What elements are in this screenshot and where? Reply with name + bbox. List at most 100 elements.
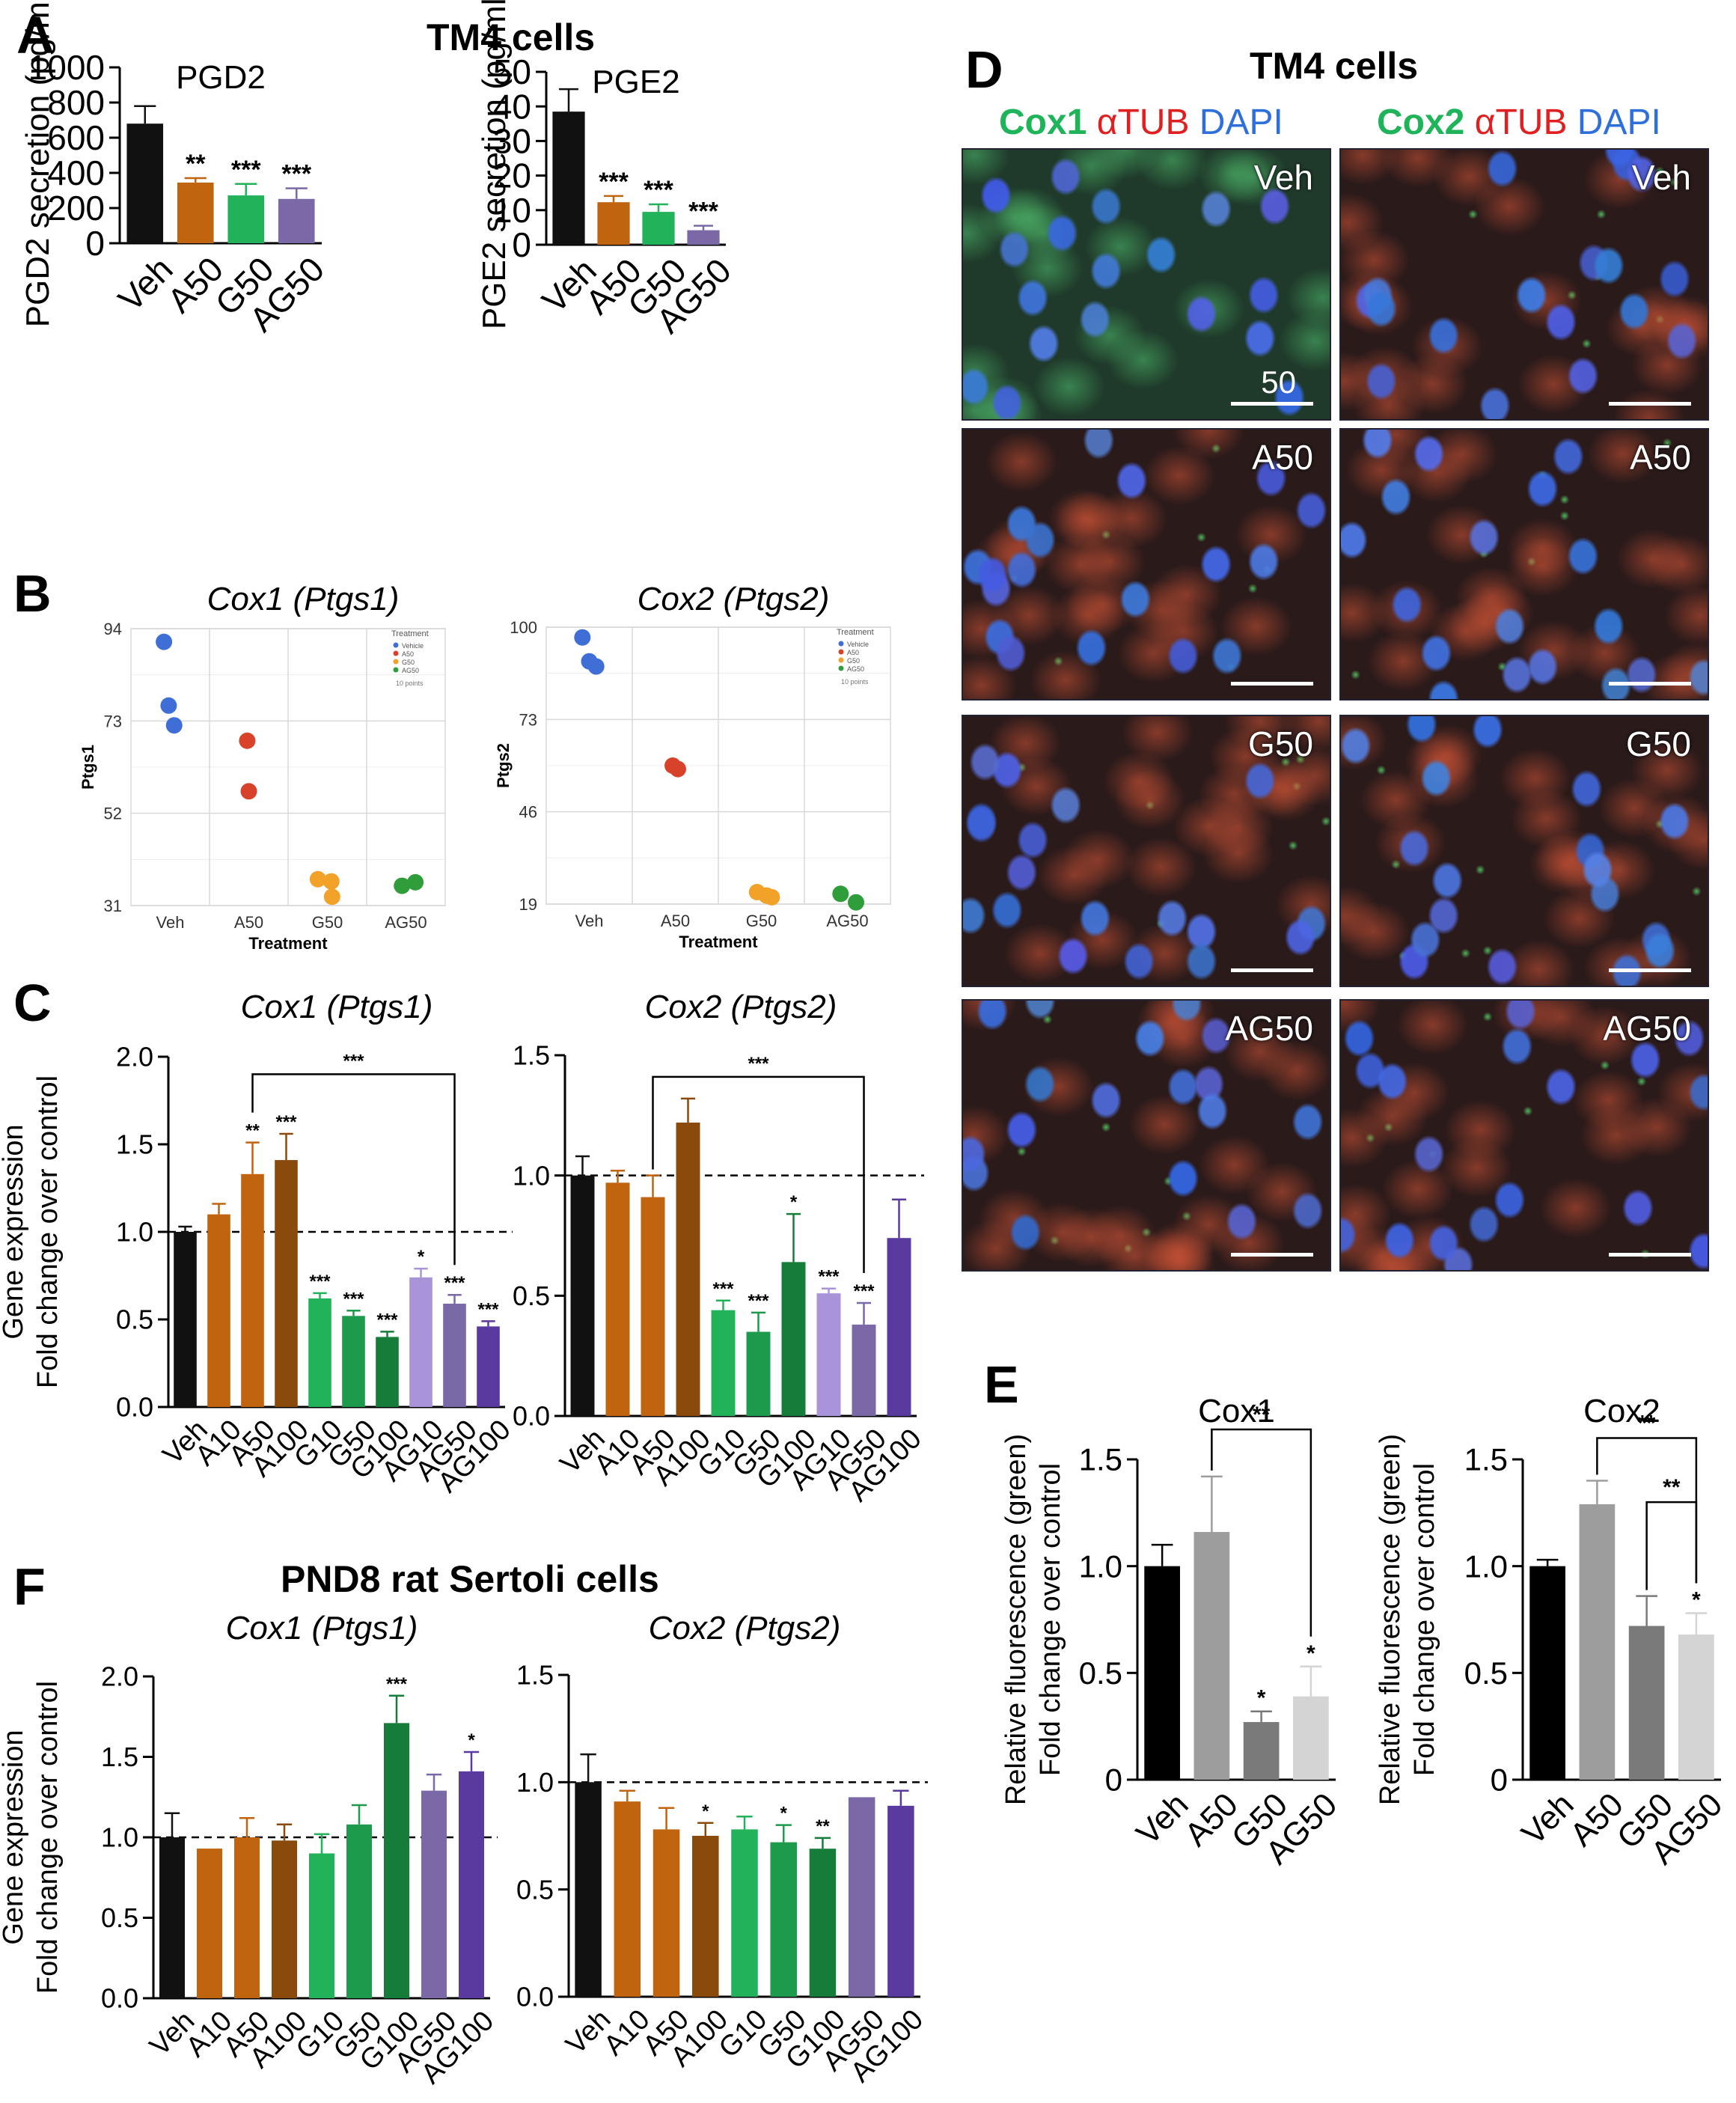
y-tick-label: 600 [47, 118, 105, 157]
y-tick-label: 0.5 [1079, 1655, 1122, 1691]
y-tick-label: 0 [512, 225, 531, 264]
legend-marker [393, 650, 399, 656]
channel-tub: αTUB [1086, 103, 1190, 142]
legend-marker [838, 657, 844, 663]
y-tick-label: 0.0 [516, 1982, 554, 2012]
bar-g50 [770, 1842, 797, 1997]
y-tick-label: 1.0 [1079, 1548, 1122, 1584]
y-tick-label: 0.5 [513, 1281, 550, 1311]
bar-a50 [641, 1197, 665, 1416]
chart-cox1-gene-sertoli: Cox1 (Ptgs1) 0.0 0.5 1.0 1.5 2.0 Gene expressi… [0, 1610, 500, 2090]
bar-a10 [207, 1214, 230, 1407]
bar-ag100 [477, 1326, 500, 1407]
y-tick-label: 0.0 [513, 1401, 550, 1432]
micrograph-label: Veh [1631, 158, 1691, 197]
data-point-a50 [240, 783, 257, 800]
bar-a100 [272, 1840, 297, 1998]
y-tick-label: 200 [47, 189, 105, 228]
legend-entry: AG50 [847, 665, 864, 673]
bar-g50 [227, 195, 265, 243]
header-d: TM4 cells [1250, 45, 1419, 87]
bar-ag50 [852, 1324, 876, 1416]
y-axis-label: PGE2 secretion (pg/ml) [476, 0, 513, 329]
significance-g100: *** [376, 1310, 398, 1330]
bar-g10 [308, 1298, 331, 1407]
data-point-a50 [239, 732, 256, 749]
significance-ag50: *** [444, 1273, 465, 1293]
bar-g100 [384, 1723, 409, 1998]
y-axis-label: Gene expression [0, 1730, 29, 1944]
significance-g10: *** [712, 1279, 734, 1299]
y-tick-label: 0 [85, 224, 105, 263]
bar-veh [570, 1175, 595, 1416]
bracket-label: *** [748, 1054, 769, 1074]
significance-a50: ** [245, 1121, 260, 1141]
bar-a50 [597, 202, 630, 245]
significance-g50: *** [343, 1289, 364, 1309]
data-point-veh [574, 629, 591, 646]
y-tick-label: 1.5 [116, 1129, 153, 1160]
y-tick-label: 1.0 [116, 1217, 153, 1248]
significance-ag100: *** [477, 1299, 499, 1319]
chart-title: Cox1 [1198, 1393, 1275, 1429]
bar-veh [174, 1232, 197, 1407]
scale-bar [1609, 968, 1691, 972]
bar-g100 [781, 1262, 806, 1416]
legend-entry: G50 [402, 659, 415, 666]
micrograph-label: AG50 [1225, 1009, 1313, 1048]
x-axis-label: Treatment [248, 934, 328, 953]
y-tick-label: 31 [104, 897, 122, 915]
micrograph-cox2-ag50: AG50 [1339, 999, 1709, 1272]
bar-veh [126, 123, 164, 243]
channel-label-col1: Cox1 αTUB DAPI [999, 105, 1283, 141]
chart-title: Cox1 (Ptgs1) [207, 581, 400, 617]
y-axis-label: Fold change over control [32, 1075, 64, 1388]
chart-cox2-gene-tm4: Cox2 (Ptgs2)0.00.51.01.5VehA10A50A100***… [513, 989, 928, 1508]
y-tick-label: 73 [104, 712, 122, 730]
data-point-veh [587, 658, 605, 675]
category-label-g50: G50 [312, 913, 343, 932]
scale-bar [1609, 402, 1691, 406]
chart-title: PGD2 [176, 59, 266, 96]
y-tick-label: 1.5 [513, 1040, 550, 1071]
y-tick-label: 800 [47, 83, 105, 122]
legend-entry: A50 [402, 650, 414, 658]
bar-ag100 [887, 1238, 911, 1416]
category-label-g50: G50 [746, 912, 777, 930]
bar-ag50 [278, 198, 315, 243]
bar-a50 [234, 1837, 260, 1998]
bar-g50 [1628, 1626, 1665, 1780]
bracket-label: ** [1253, 1402, 1271, 1427]
bar-a50 [241, 1173, 264, 1407]
category-label-veh: Veh [156, 913, 185, 932]
y-axis-label: Ptgs1 [79, 745, 97, 790]
y-tick-label: 2.0 [101, 1661, 138, 1692]
chart-title: Cox2 (Ptgs2) [645, 989, 837, 1025]
bar-ag50 [443, 1303, 466, 1407]
bar-g10 [711, 1310, 736, 1416]
legend-marker [838, 665, 844, 671]
header-f: PND8 rat Sertoli cells [281, 1558, 659, 1600]
y-tick-label: 1.0 [516, 1767, 554, 1798]
y-tick-label: 30 [493, 122, 531, 161]
chart-cox2-gene-sertoli: Cox2 (Ptgs2)0.00.51.01.5VehA10A50*A100G1… [516, 1610, 929, 2089]
bar-a100 [275, 1160, 298, 1407]
significance-bracket [1645, 1501, 1698, 1590]
y-tick-label: 94 [104, 620, 122, 638]
panel-letter-d: D [965, 40, 1003, 99]
y-tick-label: 0.5 [101, 1902, 138, 1933]
significance-g10: *** [309, 1272, 331, 1292]
micrograph-cox2-a50: A50 [1339, 428, 1709, 701]
y-tick-label: 1.0 [513, 1160, 550, 1191]
significance-g50: * [1257, 1686, 1266, 1711]
bar-g50 [342, 1316, 365, 1407]
channel-dapi: DAPI [1189, 103, 1283, 142]
legend-entry: AG50 [402, 667, 419, 674]
y-tick-label: 73 [519, 710, 537, 729]
data-point-g50 [323, 873, 340, 890]
y-tick-label: 1.5 [516, 1660, 554, 1691]
bar-veh [159, 1837, 185, 1998]
significance-g100: * [790, 1192, 798, 1212]
